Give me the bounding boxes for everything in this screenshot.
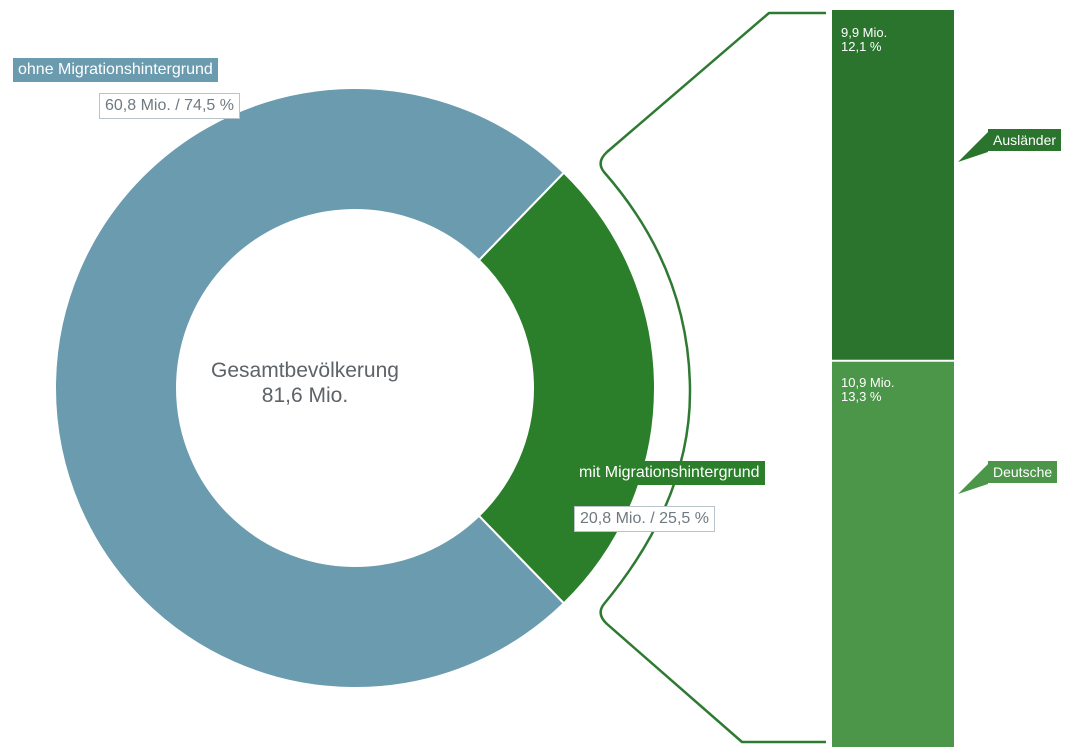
bar-value-deutsche-pct: 13,3 %	[841, 389, 882, 404]
slice-value-mit: 20,8 Mio. / 25,5 %	[574, 506, 715, 532]
bar-label-auslaender: Ausländer	[988, 129, 1062, 151]
slice-label-mit: mit Migrationshintergrund	[574, 461, 765, 485]
bar-segment-deutsche	[832, 360, 954, 747]
donut-chart	[54, 87, 656, 689]
bar-value-auslaender-abs: 9,9 Mio.	[841, 25, 888, 40]
pointer-auslaender	[958, 132, 988, 162]
stacked-bar-chart	[832, 10, 954, 747]
bar-value-deutsche-abs: 10,9 Mio.	[841, 375, 895, 390]
donut-slice-mit	[477, 171, 656, 605]
pointer-deutsche	[958, 464, 988, 494]
slice-label-ohne: ohne Migrationshintergrund	[13, 58, 218, 82]
label-pointers	[958, 132, 988, 494]
center-label-title: Gesamtbevölkerung	[211, 359, 399, 382]
bar-value-auslaender-pct: 12,1 %	[841, 39, 882, 54]
bar-segment-auslaender	[832, 10, 954, 361]
bar-value-auslaender: 9,9 Mio. 12,1 %	[841, 26, 887, 54]
slice-value-ohne: 60,8 Mio. / 74,5 %	[99, 93, 240, 119]
donut-slice-ohne	[54, 87, 566, 689]
donut-center-label: Gesamtbevölkerung 81,6 Mio.	[155, 358, 455, 408]
bar-label-deutsche: Deutsche	[988, 461, 1058, 483]
bracket-connector	[599, 11, 826, 744]
center-label-total: 81,6 Mio.	[261, 384, 349, 407]
bar-value-deutsche: 10,9 Mio. 13,3 %	[841, 376, 894, 404]
